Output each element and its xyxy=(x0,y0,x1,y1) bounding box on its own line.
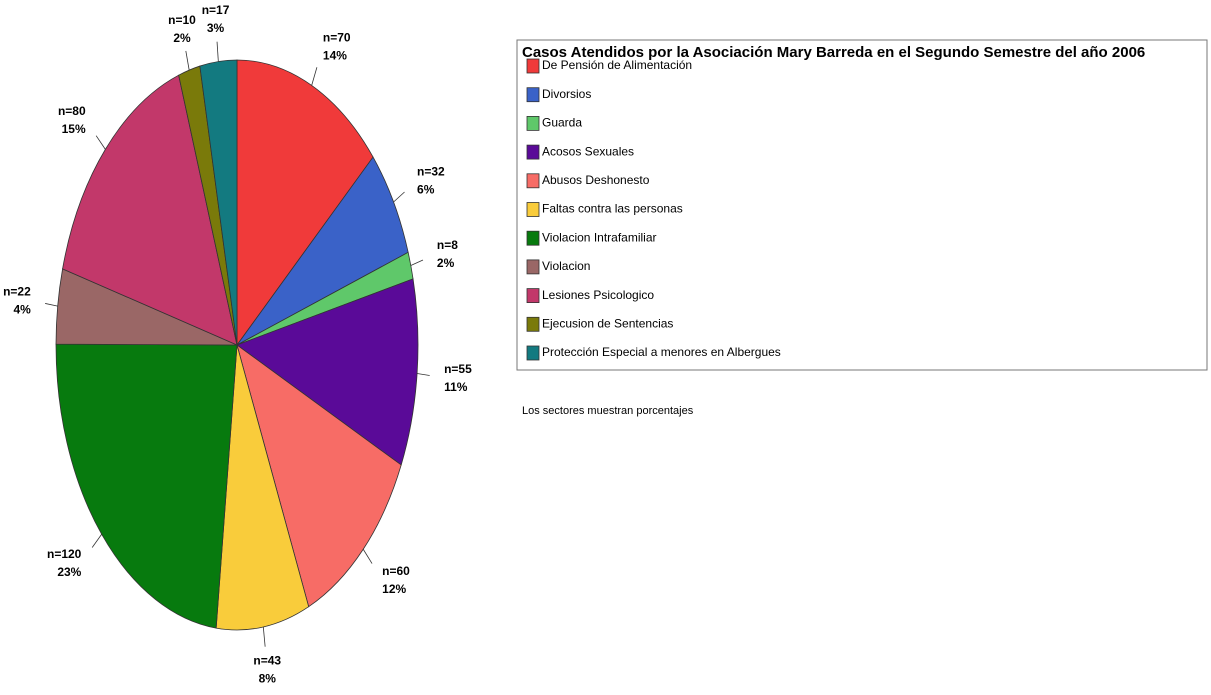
leader-line xyxy=(362,549,373,564)
data-label: n=70 xyxy=(323,31,351,45)
legend-label: De Pensión de Alimentación xyxy=(542,58,692,72)
legend-label: Acosos Sexuales xyxy=(542,144,634,158)
data-label: n=22 xyxy=(3,285,31,299)
pie-slice xyxy=(236,344,402,608)
data-label: n=120 xyxy=(47,547,82,561)
data-label: n=32 xyxy=(417,165,445,179)
legend-label: Faltas contra las personas xyxy=(542,202,683,216)
legend-swatch xyxy=(526,173,540,189)
data-label: n=55 xyxy=(444,362,472,376)
legend-swatch xyxy=(526,87,540,103)
legend-label: Ejecusion de Sentencias xyxy=(542,316,673,330)
data-label: n=80 xyxy=(58,104,86,118)
pie-slice xyxy=(62,74,238,346)
percent-label: 14% xyxy=(323,49,347,63)
leader-line xyxy=(185,50,190,71)
data-label: n=43 xyxy=(253,653,281,667)
percent-label: 8% xyxy=(259,671,277,685)
leader-line xyxy=(216,41,219,62)
chart-title: Casos Atendidos por la Asociación Mary B… xyxy=(522,44,1145,61)
legend-swatch xyxy=(526,259,540,275)
percent-label: 15% xyxy=(62,122,86,136)
percent-label: 23% xyxy=(57,565,81,579)
legend-label: Abusos Deshonesto xyxy=(542,173,650,187)
leader-line xyxy=(262,626,266,647)
legend-swatch xyxy=(526,345,540,361)
legend-label: Guarda xyxy=(542,116,582,130)
percent-label: 2% xyxy=(437,256,455,270)
pie-slice xyxy=(236,278,419,466)
legend-swatch xyxy=(526,288,540,304)
percent-label: 4% xyxy=(13,303,31,317)
legend-swatch xyxy=(526,230,540,246)
legend-label: Lesiones Psicologico xyxy=(542,288,654,302)
legend-label: Divorsios xyxy=(542,87,591,101)
legend-swatch xyxy=(526,58,540,74)
legend-box xyxy=(516,39,1208,371)
legend-label: Protección Especial a menores en Albergu… xyxy=(542,345,781,359)
leader-line xyxy=(45,303,58,307)
data-label: n=8 xyxy=(437,238,458,252)
legend-swatch xyxy=(526,202,540,217)
legend-label: Violacion Intrafamiliar xyxy=(542,230,657,244)
legend-swatch xyxy=(526,144,540,160)
legend-label: Violacion xyxy=(542,259,590,273)
percent-label: 3% xyxy=(207,21,225,35)
leader-line xyxy=(393,191,405,203)
pie-slice xyxy=(55,343,238,629)
note: Los sectores muestran porcentajes xyxy=(522,405,694,417)
leader-line xyxy=(95,135,106,150)
data-label: n=60 xyxy=(382,564,410,578)
legend-swatch xyxy=(526,116,540,131)
leader-line xyxy=(311,67,318,86)
legend-swatch xyxy=(526,316,540,332)
data-label: n=10 xyxy=(168,13,196,27)
leader-line xyxy=(410,259,424,266)
percent-label: 2% xyxy=(173,31,191,45)
leader-line xyxy=(417,373,430,376)
percent-label: 6% xyxy=(417,183,435,197)
pie-slice xyxy=(215,344,310,631)
percent-label: 12% xyxy=(382,582,406,596)
pie-slice xyxy=(199,59,238,346)
percent-label: 11% xyxy=(444,380,468,394)
data-label: n=17 xyxy=(202,3,230,17)
leader-line xyxy=(91,534,102,548)
